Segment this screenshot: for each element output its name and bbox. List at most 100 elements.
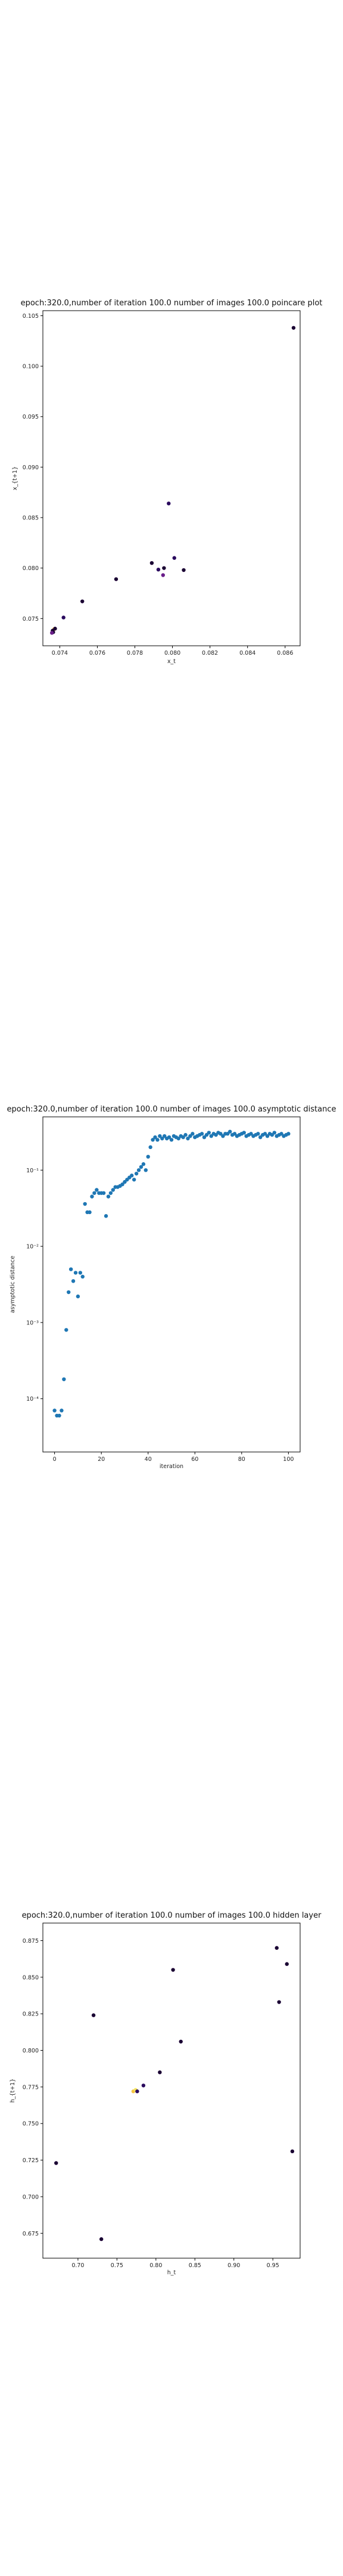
- y-tick-label: 0.095: [23, 414, 39, 420]
- scatter-point: [142, 2083, 145, 2087]
- asymptotic-y-ticks: 10⁻⁴ 10⁻³ 10⁻² 10⁻¹: [26, 1168, 43, 1402]
- y-tick-label: 0.105: [23, 313, 39, 320]
- scatter-point: [183, 1133, 187, 1137]
- scatter-point: [107, 1194, 110, 1198]
- hidden-layer-chart-title: epoch:320.0,number of iteration 100.0 nu…: [22, 1911, 322, 1920]
- y-tick-label: 0.775: [23, 2084, 39, 2091]
- hidden-layer-y-label: h_{t+1}: [10, 2079, 16, 2103]
- y-tick-label: 0.700: [23, 2194, 39, 2200]
- scatter-point: [167, 501, 170, 505]
- poincare-points: [50, 326, 295, 635]
- y-tick-label: 0.675: [23, 2231, 39, 2237]
- scatter-point: [74, 1271, 77, 1274]
- poincare-x-ticks: 0.074 0.076 0.078 0.080 0.082 0.084 0.086: [52, 646, 294, 657]
- poincare-chart-title: epoch:320.0,number of iteration 100.0 nu…: [21, 299, 323, 308]
- scatter-point: [130, 1174, 133, 1177]
- x-tick-label: 0.082: [202, 650, 218, 657]
- scatter-point: [291, 2150, 294, 2153]
- x-tick-label: 0.75: [111, 2262, 123, 2269]
- scatter-point: [135, 2089, 139, 2093]
- scatter-point: [142, 1162, 145, 1166]
- y-tick-label: 0.875: [23, 1938, 39, 1945]
- scatter-point: [191, 1132, 194, 1135]
- poincare-y-label: x_{t+1}: [12, 466, 18, 490]
- scatter-point: [69, 1267, 73, 1271]
- scatter-point: [155, 1138, 159, 1141]
- scatter-point: [90, 1194, 93, 1198]
- scatter-point: [146, 1155, 150, 1159]
- scatter-point: [275, 1946, 279, 1950]
- x-tick-label: 60: [191, 1456, 198, 1463]
- x-tick-label: 100: [283, 1456, 294, 1463]
- scatter-point: [292, 326, 295, 330]
- scatter-point: [67, 1290, 70, 1294]
- x-tick-label: 0.080: [164, 650, 180, 657]
- scatter-point: [173, 556, 176, 560]
- scatter-point: [83, 1202, 86, 1206]
- asymptotic-axes-frame: [43, 1117, 300, 1452]
- x-tick-label: 0.95: [267, 2262, 279, 2269]
- scatter-point: [277, 2000, 280, 2004]
- scatter-point: [99, 2237, 103, 2241]
- hidden-layer-x-ticks: 0.70 0.75 0.80 0.85 0.90 0.95: [71, 2258, 279, 2269]
- scatter-point: [242, 1131, 246, 1134]
- scatter-point: [256, 1132, 260, 1135]
- scatter-point: [61, 615, 65, 619]
- y-tick-label: 0.800: [23, 2048, 39, 2054]
- x-tick-label: 0.084: [239, 650, 255, 657]
- scatter-point: [88, 1210, 91, 1214]
- scatter-point: [102, 1191, 105, 1195]
- x-tick-label: 40: [145, 1456, 152, 1463]
- scatter-point: [179, 2040, 183, 2044]
- y-tick-label: 10⁻¹: [26, 1168, 39, 1174]
- x-tick-label: 0.80: [149, 2262, 162, 2269]
- y-tick-label: 0.825: [23, 2011, 39, 2018]
- scatter-point: [207, 1131, 211, 1134]
- asymptotic-x-ticks: 0 20 40 60 80 100: [53, 1452, 294, 1463]
- scatter-point: [104, 1214, 108, 1218]
- scatter-point: [273, 1131, 276, 1134]
- scatter-point: [76, 1295, 80, 1298]
- x-tick-label: 0.076: [89, 650, 105, 657]
- scatter-point: [182, 568, 185, 572]
- scatter-point: [148, 1145, 152, 1149]
- scatter-point: [137, 1168, 141, 1172]
- scatter-point: [135, 1172, 138, 1175]
- y-tick-label: 10⁻³: [26, 1320, 39, 1326]
- scatter-point: [92, 2013, 95, 2017]
- scatter-point: [162, 566, 166, 569]
- scatter-point: [170, 1138, 173, 1141]
- scatter-point: [57, 1414, 61, 1417]
- hidden-layer-points: [54, 1946, 294, 2241]
- y-tick-label: 0.850: [23, 1974, 39, 1981]
- scatter-point: [150, 561, 154, 565]
- x-tick-label: 0.086: [277, 650, 293, 657]
- scatter-point: [50, 631, 54, 634]
- y-tick-label: 0.085: [23, 515, 39, 522]
- scatter-point: [228, 1130, 232, 1134]
- x-tick-label: 0.90: [227, 2262, 240, 2269]
- x-tick-label: 0: [53, 1456, 57, 1463]
- scatter-point: [95, 1188, 98, 1191]
- scatter-point: [114, 577, 118, 581]
- scatter-point: [81, 1275, 85, 1278]
- scatter-point: [62, 1377, 66, 1381]
- x-tick-label: 0.70: [71, 2262, 84, 2269]
- scatter-point: [92, 1191, 96, 1195]
- asymptotic-y-label: asymptotic distance: [10, 1256, 16, 1313]
- asymptotic-points: [52, 1130, 290, 1418]
- x-tick-label: 0.85: [189, 2262, 201, 2269]
- y-tick-label: 10⁻²: [26, 1244, 39, 1250]
- scatter-point: [157, 568, 160, 571]
- hidden-layer-chart: epoch:320.0,number of iteration 100.0 nu…: [10, 1911, 322, 2276]
- scatter-point: [54, 2161, 58, 2165]
- scatter-point: [144, 1168, 148, 1172]
- hidden-layer-y-ticks: 0.675 0.700 0.725 0.750 0.775 0.800 0.825 0.850…: [23, 1938, 43, 2237]
- scatter-point: [285, 1962, 289, 1966]
- asymptotic-chart: epoch:320.0,number of iteration 100.0 nu…: [7, 1105, 336, 1470]
- x-tick-label: 0.078: [127, 650, 143, 657]
- poincare-axes-frame: [43, 311, 300, 646]
- scatter-point: [71, 1279, 75, 1283]
- y-tick-label: 0.750: [23, 2121, 39, 2128]
